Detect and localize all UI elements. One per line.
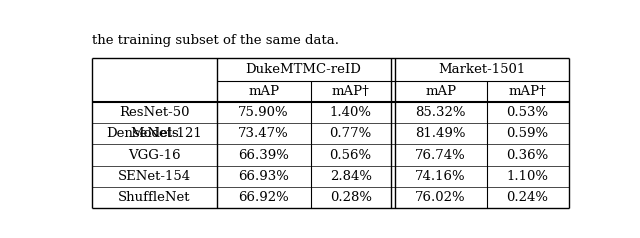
Text: 66.92%: 66.92% <box>238 191 289 204</box>
Text: mAP: mAP <box>248 85 279 98</box>
Text: 66.39%: 66.39% <box>238 149 289 162</box>
Text: 2.84%: 2.84% <box>330 170 372 183</box>
Text: 85.32%: 85.32% <box>415 106 466 119</box>
Text: the training subset of the same data.: the training subset of the same data. <box>92 34 339 47</box>
Text: 0.53%: 0.53% <box>506 106 548 119</box>
Text: mAP: mAP <box>425 85 456 98</box>
Text: 1.40%: 1.40% <box>330 106 372 119</box>
Text: 1.10%: 1.10% <box>507 170 548 183</box>
Text: ShuffleNet: ShuffleNet <box>118 191 191 204</box>
Text: 81.49%: 81.49% <box>415 127 466 140</box>
Text: 0.56%: 0.56% <box>330 149 372 162</box>
Text: 0.24%: 0.24% <box>507 191 548 204</box>
Text: 76.74%: 76.74% <box>415 149 466 162</box>
Text: 0.28%: 0.28% <box>330 191 372 204</box>
Text: mAP†: mAP† <box>509 85 547 98</box>
Text: Market-1501: Market-1501 <box>438 63 525 76</box>
Text: ResNet-50: ResNet-50 <box>119 106 189 119</box>
Text: SENet-154: SENet-154 <box>118 170 191 183</box>
Text: DenseNet-121: DenseNet-121 <box>107 127 202 140</box>
Text: 74.16%: 74.16% <box>415 170 466 183</box>
Text: 73.47%: 73.47% <box>238 127 289 140</box>
Text: mAP†: mAP† <box>332 85 369 98</box>
Text: 0.59%: 0.59% <box>506 127 548 140</box>
Text: 0.77%: 0.77% <box>330 127 372 140</box>
Text: 75.90%: 75.90% <box>238 106 289 119</box>
Text: VGG-16: VGG-16 <box>128 149 181 162</box>
Text: DukeMTMC-reID: DukeMTMC-reID <box>246 63 362 76</box>
Text: 76.02%: 76.02% <box>415 191 466 204</box>
Text: Models: Models <box>130 127 179 139</box>
Text: 0.36%: 0.36% <box>506 149 548 162</box>
Text: 66.93%: 66.93% <box>238 170 289 183</box>
